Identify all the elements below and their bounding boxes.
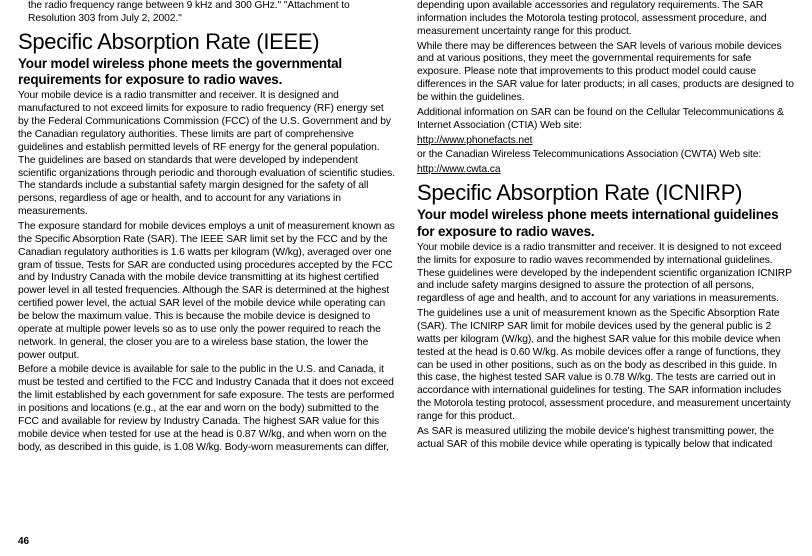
link-phonefacts[interactable]: http://www.phonefacts.net [417,135,794,148]
body-text: or the Canadian Wireless Telecommunicati… [417,149,794,162]
page-number: 46 [18,536,794,547]
subheading-ieee: Your model wireless phone meets the gove… [18,56,395,88]
heading-sar-icnirp: Specific Absorption Rate (ICNIRP) [417,180,794,205]
body-text: The exposure standard for mobile devices… [18,221,395,362]
right-column: depending upon available accessories and… [417,0,794,532]
body-text: depending upon available accessories and… [417,0,794,39]
subheading-icnirp: Your model wireless phone meets internat… [417,207,794,239]
heading-sar-ieee: Specific Absorption Rate (IEEE) [18,29,395,54]
body-text: While there may be differences between t… [417,41,794,105]
body-text: As SAR is measured utilizing the mobile … [417,426,794,452]
page-columns: the radio frequency range between 9 kHz … [18,0,794,532]
body-text: The guidelines use a unit of measurement… [417,308,794,424]
body-text: Before a mobile device is available for … [18,364,395,454]
body-text: Additional information on SAR can be fou… [417,107,794,133]
hanging-continuation: the radio frequency range between 9 kHz … [18,0,395,26]
left-column: the radio frequency range between 9 kHz … [18,0,395,532]
link-cwta[interactable]: http://www.cwta.ca [417,164,794,177]
body-text: Your mobile device is a radio transmitte… [18,90,395,219]
body-text: Your mobile device is a radio transmitte… [417,242,794,306]
